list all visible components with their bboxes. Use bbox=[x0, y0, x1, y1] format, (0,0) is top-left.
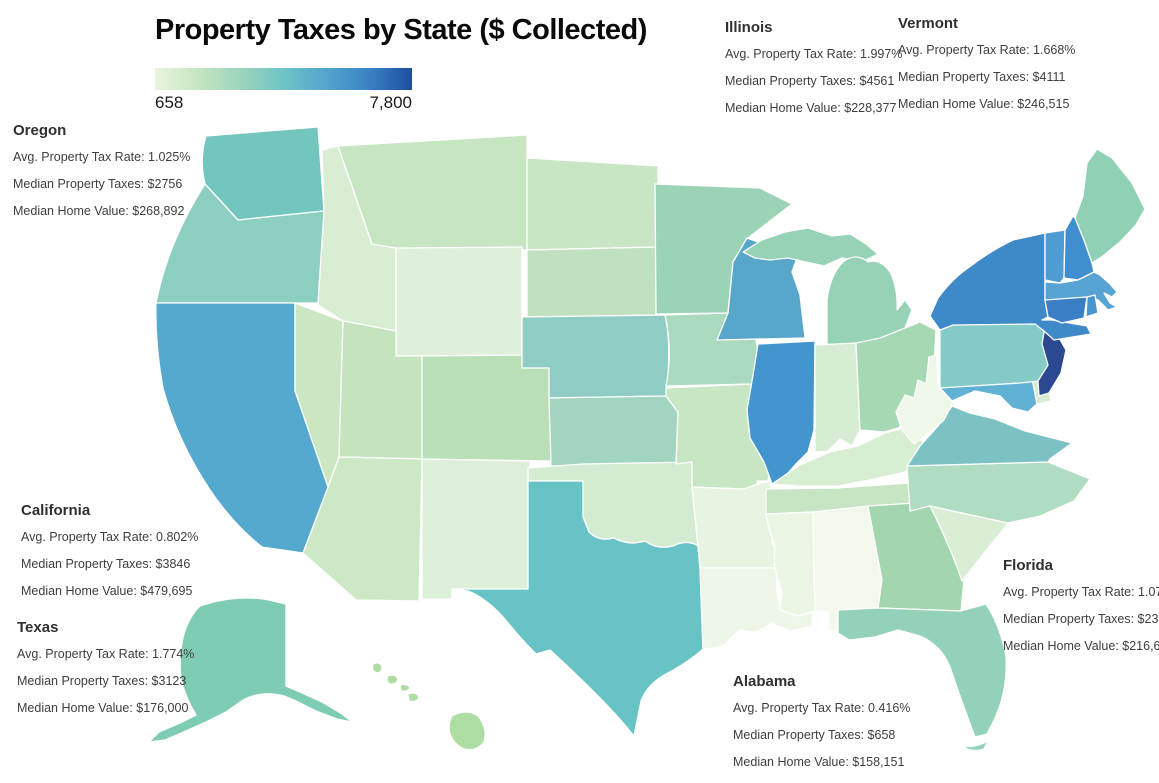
annotation-tax-rate: Avg. Property Tax Rate: 0.802% bbox=[21, 530, 199, 544]
annotation-tax-rate: Avg. Property Tax Rate: 1.668% bbox=[898, 43, 1076, 57]
annotation-home-value: Median Home Value: $228,377 bbox=[725, 101, 897, 116]
state-north-dakota[interactable] bbox=[526, 157, 659, 251]
state-hawaii-big-island[interactable] bbox=[448, 711, 486, 751]
annotation-alabama: Alabama Avg. Property Tax Rate: 0.416% M… bbox=[733, 673, 923, 783]
state-vermont[interactable] bbox=[1044, 229, 1066, 284]
legend-gradient-bar bbox=[155, 68, 412, 90]
annotation-tax-rate: Avg. Property Tax Rate: 0.416% bbox=[733, 701, 911, 715]
state-new-mexico[interactable] bbox=[421, 458, 531, 600]
state-virginia[interactable] bbox=[906, 405, 1073, 467]
annotation-home-value: Median Home Value: $176,000 bbox=[17, 701, 189, 716]
annotation-median-taxes: Median Property Taxes: $3123 bbox=[17, 674, 187, 689]
state-mississippi[interactable] bbox=[765, 511, 816, 617]
annotation-tax-rate: Avg. Property Tax Rate: 1.997% bbox=[725, 47, 903, 61]
state-kansas[interactable] bbox=[548, 395, 679, 467]
state-north-carolina[interactable] bbox=[906, 461, 1091, 524]
state-south-dakota[interactable] bbox=[526, 246, 667, 318]
annotation-state-name: Florida bbox=[1003, 557, 1054, 574]
annotation-home-value: Median Home Value: $158,151 bbox=[733, 755, 905, 770]
page-title: Property Taxes by State ($ Collected) bbox=[155, 14, 647, 46]
annotation-tax-rate: Avg. Property Tax Rate: 1.774% bbox=[17, 647, 195, 661]
annotation-state-name: Illinois bbox=[725, 19, 773, 36]
legend-max-label: 7,800 bbox=[369, 93, 412, 112]
state-hawaii-kauai[interactable] bbox=[371, 662, 383, 674]
state-wyoming[interactable] bbox=[395, 246, 523, 357]
state-pennsylvania[interactable] bbox=[939, 319, 1057, 389]
state-hawaii-maui[interactable] bbox=[407, 692, 420, 703]
state-indiana[interactable] bbox=[814, 342, 861, 453]
state-michigan-upper[interactable] bbox=[742, 227, 879, 267]
annotation-vermont: Vermont Avg. Property Tax Rate: 1.668% M… bbox=[898, 15, 1088, 125]
annotation-illinois: Illinois Avg. Property Tax Rate: 1.997% … bbox=[725, 19, 915, 129]
annotation-state-name: Texas bbox=[17, 619, 59, 636]
legend-min-label: 658 bbox=[155, 93, 184, 112]
state-hawaii-molokai[interactable] bbox=[399, 683, 411, 692]
state-maine[interactable] bbox=[1074, 148, 1146, 264]
state-hawaii-oahu[interactable] bbox=[386, 674, 399, 685]
state-louisiana[interactable] bbox=[699, 567, 814, 650]
annotation-state-name: California bbox=[21, 502, 91, 519]
annotation-florida: Florida Avg. Property Tax Rate: 1.075% M… bbox=[1003, 557, 1159, 667]
annotation-tax-rate: Avg. Property Tax Rate: 1.075% bbox=[1003, 585, 1159, 599]
state-new-york[interactable] bbox=[929, 232, 1092, 341]
annotation-home-value: Median Home Value: $479,695 bbox=[21, 584, 193, 599]
state-michigan-lower[interactable] bbox=[826, 256, 913, 353]
annotation-oregon: Oregon Avg. Property Tax Rate: 1.025% Me… bbox=[13, 122, 203, 232]
state-rhode-island[interactable] bbox=[1085, 294, 1099, 318]
annotation-median-taxes: Median Property Taxes: $2756 bbox=[13, 177, 183, 192]
state-florida-keys[interactable] bbox=[962, 740, 989, 752]
state-california[interactable] bbox=[155, 302, 331, 554]
annotation-median-taxes: Median Property Taxes: $4561 bbox=[725, 74, 895, 89]
annotation-california: California Avg. Property Tax Rate: 0.802… bbox=[21, 502, 211, 612]
annotation-median-taxes: Median Property Taxes: $2330 bbox=[1003, 612, 1159, 627]
annotation-median-taxes: Median Property Taxes: $4111 bbox=[898, 70, 1066, 85]
state-alaska[interactable] bbox=[148, 597, 353, 743]
color-legend: 658 7,800 bbox=[155, 68, 412, 113]
annotation-state-name: Alabama bbox=[733, 673, 796, 690]
state-connecticut[interactable] bbox=[1044, 296, 1088, 324]
annotation-state-name: Vermont bbox=[898, 15, 959, 32]
annotation-state-name: Oregon bbox=[13, 122, 67, 139]
state-south-carolina[interactable] bbox=[929, 505, 1009, 582]
annotation-home-value: Median Home Value: $268,892 bbox=[13, 204, 185, 219]
annotation-texas: Texas Avg. Property Tax Rate: 1.774% Med… bbox=[17, 619, 207, 729]
state-colorado[interactable] bbox=[421, 354, 554, 462]
annotation-tax-rate: Avg. Property Tax Rate: 1.025% bbox=[13, 150, 191, 164]
annotation-median-taxes: Median Property Taxes: $658 bbox=[733, 728, 896, 743]
state-texas[interactable] bbox=[451, 480, 704, 737]
state-florida[interactable] bbox=[837, 603, 1007, 738]
annotation-home-value: Median Home Value: $216,662 bbox=[1003, 639, 1159, 654]
annotation-home-value: Median Home Value: $246,515 bbox=[898, 97, 1070, 112]
annotation-median-taxes: Median Property Taxes: $3846 bbox=[21, 557, 191, 572]
